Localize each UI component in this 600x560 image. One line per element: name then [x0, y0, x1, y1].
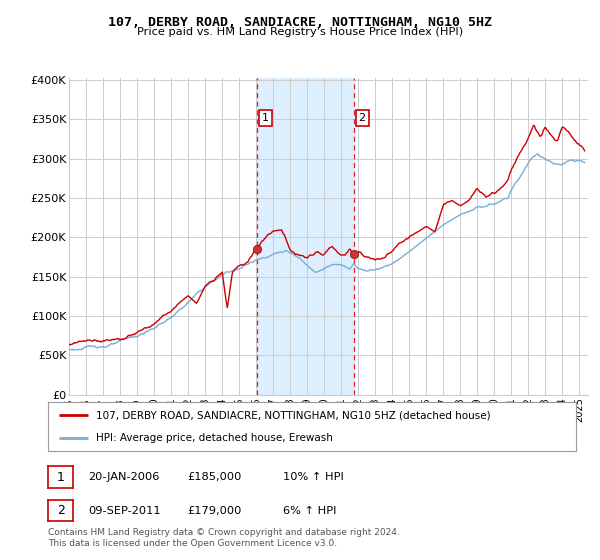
Text: 1: 1: [262, 113, 269, 123]
Text: £179,000: £179,000: [187, 506, 242, 516]
Text: HPI: Average price, detached house, Erewash: HPI: Average price, detached house, Erew…: [95, 433, 332, 444]
Text: Price paid vs. HM Land Registry's House Price Index (HPI): Price paid vs. HM Land Registry's House …: [137, 27, 463, 37]
Text: Contains HM Land Registry data © Crown copyright and database right 2024.
This d: Contains HM Land Registry data © Crown c…: [48, 528, 400, 548]
Text: 107, DERBY ROAD, SANDIACRE, NOTTINGHAM, NG10 5HZ (detached house): 107, DERBY ROAD, SANDIACRE, NOTTINGHAM, …: [95, 410, 490, 421]
Text: 1: 1: [56, 470, 65, 484]
Bar: [257, 78, 353, 395]
Text: 20-JAN-2006: 20-JAN-2006: [88, 472, 160, 482]
Text: 6% ↑ HPI: 6% ↑ HPI: [283, 506, 337, 516]
Text: 10% ↑ HPI: 10% ↑ HPI: [283, 472, 344, 482]
Text: 2: 2: [359, 113, 366, 123]
Text: 09-SEP-2011: 09-SEP-2011: [88, 506, 161, 516]
Text: 107, DERBY ROAD, SANDIACRE, NOTTINGHAM, NG10 5HZ: 107, DERBY ROAD, SANDIACRE, NOTTINGHAM, …: [108, 16, 492, 29]
Text: £185,000: £185,000: [187, 472, 242, 482]
Text: 2: 2: [56, 504, 65, 517]
